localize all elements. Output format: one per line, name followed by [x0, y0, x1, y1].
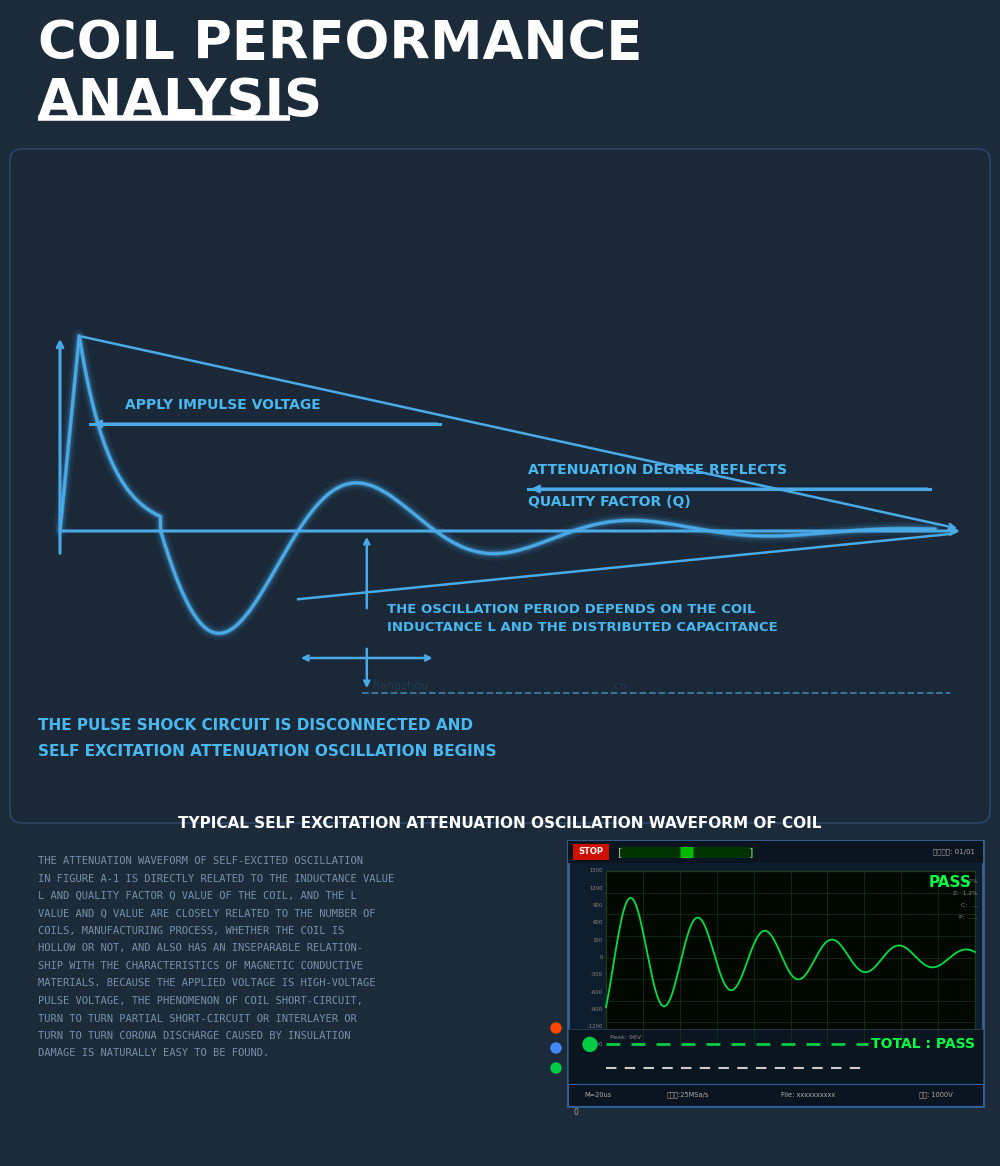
Text: PASS: PASS [928, 874, 971, 890]
Text: ANALYSIS: ANALYSIS [38, 76, 323, 128]
Text: C:  ....: C: .... [961, 902, 978, 908]
Text: MATERIALS. BECAUSE THE APPLIED VOLTAGE IS HIGH-VOLTAGE: MATERIALS. BECAUSE THE APPLIED VOLTAGE I… [38, 978, 376, 989]
Text: TYPICAL SELF EXCITATION ATTENUATION OSCILLATION WAVEFORM OF COIL: TYPICAL SELF EXCITATION ATTENUATION OSCI… [178, 816, 822, 831]
Text: 电压: 1000V: 电压: 1000V [919, 1091, 953, 1098]
Text: 900: 900 [593, 904, 603, 908]
FancyBboxPatch shape [10, 149, 990, 823]
Circle shape [551, 1044, 561, 1053]
Bar [568, 841, 983, 863]
Text: P:  .....: P: ..... [959, 915, 978, 920]
Text: 频道数量: 01/01: 频道数量: 01/01 [933, 849, 975, 856]
Text: INDUCTANCE L AND THE DISTRIBUTED CAPACITANCE: INDUCTANCE L AND THE DISTRIBUTED CAPACIT… [387, 621, 778, 634]
Text: 0: 0 [573, 1108, 578, 1117]
Bar [573, 844, 609, 861]
Text: PULSE VOLTAGE, THE PHENOMENON OF COIL SHORT-CIRCUIT,: PULSE VOLTAGE, THE PHENOMENON OF COIL SH… [38, 996, 363, 1006]
Text: APPLY IMPULSE VOLTAGE: APPLY IMPULSE VOLTAGE [125, 398, 321, 412]
Text: -300: -300 [591, 972, 603, 977]
Text: -1200: -1200 [588, 1024, 603, 1030]
Text: IN FIGURE A-1 IS DIRECTLY RELATED TO THE INDUCTANCE VALUE: IN FIGURE A-1 IS DIRECTLY RELATED TO THE… [38, 873, 394, 884]
Text: Z:  1.2%: Z: 1.2% [953, 891, 978, 895]
Text: ]: ] [749, 847, 753, 857]
Text: ATTENUATION DEGREE REFLECTS: ATTENUATION DEGREE REFLECTS [528, 463, 787, 477]
Text: -600: -600 [591, 990, 603, 995]
Text: 1200: 1200 [590, 886, 603, 891]
Text: DAMAGE IS NATURALLY EASY TO BE FOUND.: DAMAGE IS NATURALLY EASY TO BE FOUND. [38, 1048, 269, 1059]
Text: 600: 600 [593, 920, 603, 926]
Text: TURN TO TURN CORONA DISCHARGE CAUSED BY INSULATION: TURN TO TURN CORONA DISCHARGE CAUSED BY … [38, 1031, 351, 1041]
Text: SHIP WITH THE CHARACTERISTICS OF MAGNETIC CONDUCTIVE: SHIP WITH THE CHARACTERISTICS OF MAGNETI… [38, 961, 363, 971]
Text: 300: 300 [593, 937, 603, 942]
Text: THE PULSE SHOCK CIRCUIT IS DISCONNECTED AND: THE PULSE SHOCK CIRCUIT IS DISCONNECTED … [38, 718, 473, 733]
Circle shape [551, 1023, 561, 1033]
Text: [: [ [618, 847, 622, 857]
Bar [606, 871, 975, 1044]
Text: TOTAL : PASS: TOTAL : PASS [871, 1038, 975, 1052]
Circle shape [583, 1038, 597, 1052]
Text: VALUE AND Q VALUE ARE CLOSELY RELATED TO THE NUMBER OF: VALUE AND Q VALUE ARE CLOSELY RELATED TO… [38, 908, 376, 919]
Text: QUALITY FACTOR (Q): QUALITY FACTOR (Q) [528, 496, 691, 510]
Text: hangzhou                                                    .cn: hangzhou .cn [373, 681, 627, 691]
Text: -900: -900 [591, 1007, 603, 1012]
Circle shape [551, 1063, 561, 1073]
Text: 1500: 1500 [590, 869, 603, 873]
Text: Peak: 96V: Peak: 96V [610, 1035, 641, 1040]
Text: TURN TO TURN PARTIAL SHORT-CIRCUIT OR INTERLAYER OR: TURN TO TURN PARTIAL SHORT-CIRCUIT OR IN… [38, 1013, 357, 1024]
Text: File: xxxxxxxxxx: File: xxxxxxxxxx [781, 1093, 835, 1098]
Bar [568, 1030, 983, 1084]
Text: SELF EXCITATION ATTENUATION OSCILLATION BEGINS: SELF EXCITATION ATTENUATION OSCILLATION … [38, 744, 496, 759]
Text: HOLLOW OR NOT, AND ALSO HAS AN INSEPARABLE RELATION-: HOLLOW OR NOT, AND ALSO HAS AN INSEPARAB… [38, 943, 363, 954]
Text: L AND QUALITY FACTOR Q VALUE OF THE COIL, AND THE L: L AND QUALITY FACTOR Q VALUE OF THE COIL… [38, 891, 357, 901]
Text: STOP: STOP [578, 848, 604, 857]
Text: -1500: -1500 [588, 1041, 603, 1047]
Text: THE OSCILLATION PERIOD DEPENDS ON THE COIL: THE OSCILLATION PERIOD DEPENDS ON THE CO… [387, 603, 755, 616]
Text: A:  0.2%: A: 0.2% [953, 879, 978, 884]
Text: 采样率:25MSa/s: 采样率:25MSa/s [667, 1091, 709, 1098]
Text: 0: 0 [600, 955, 603, 960]
Bar [568, 841, 983, 1107]
Text: M=20us: M=20us [584, 1093, 612, 1098]
Text: COILS, MANUFACTURING PROCESS, WHETHER THE COIL IS: COILS, MANUFACTURING PROCESS, WHETHER TH… [38, 926, 344, 936]
Text: COIL PERFORMANCE: COIL PERFORMANCE [38, 17, 642, 70]
Text: THE ATTENUATION WAVEFORM OF SELF-EXCITED OSCILLATION: THE ATTENUATION WAVEFORM OF SELF-EXCITED… [38, 856, 363, 866]
Bar [568, 1084, 983, 1107]
